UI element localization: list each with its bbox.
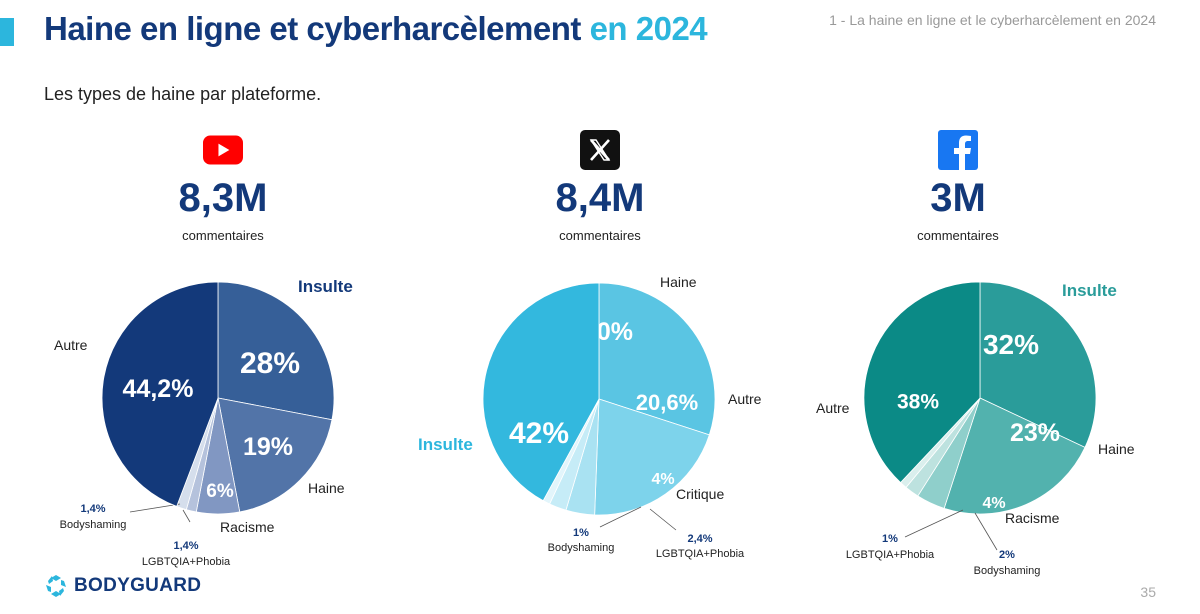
leader-line: [129, 503, 181, 513]
comment-unit: commentaires: [917, 228, 999, 243]
slice-category-label: Critique: [676, 486, 724, 502]
pie-slice: [101, 281, 219, 507]
platform-x: 8,4M commentaires: [460, 130, 740, 243]
accent-bar: [0, 18, 14, 46]
slice-category-label: Autre: [728, 391, 762, 407]
slice-value-label: 1%: [882, 533, 898, 545]
slice-value-label: 38%: [897, 391, 939, 414]
slice-category-label: Haine: [660, 274, 697, 290]
pie-slice: [217, 397, 333, 513]
slice-category-label: LGBTQIA+Phobia: [846, 549, 935, 561]
slice-value-label: 28%: [240, 347, 300, 380]
comment-count: 3M: [930, 176, 986, 220]
slice-value-label: 1,4%: [80, 503, 105, 515]
pie-slice: [979, 281, 1097, 448]
facebook-icon: [938, 130, 978, 170]
slice-category-label: Racisme: [220, 519, 275, 535]
platform-youtube: 8,3M commentaires: [83, 130, 363, 243]
slice-category-label: Bodyshaming: [60, 519, 127, 531]
leader-line: [649, 508, 677, 531]
page-title: Haine en ligne et cyberharcèlement en 20…: [44, 10, 708, 47]
comment-count: 8,4M: [555, 176, 645, 220]
slice-category-label: LGBTQIA+Phobia: [142, 556, 231, 568]
pie-slice: [943, 397, 1086, 515]
slice-value-label: 4%: [982, 495, 1005, 512]
slice-category-label: Insulte: [1062, 281, 1117, 300]
pie-slice: [863, 281, 981, 484]
leader-line: [904, 509, 964, 538]
slice-value-label: 6%: [206, 481, 234, 502]
comment-count: 8,3M: [178, 176, 268, 220]
slice-value-label: 2,4%: [687, 533, 712, 545]
pie-slice: [594, 398, 710, 516]
pie-slice: [217, 281, 335, 421]
slice-category-label: LGBTQIA+Phobia: [656, 548, 745, 560]
pie-slice: [598, 282, 716, 436]
chapter-label: 1 - La haine en ligne et le cyberharcèle…: [829, 12, 1156, 28]
comment-unit: commentaires: [182, 228, 264, 243]
slice-category-label: Bodyshaming: [548, 542, 615, 554]
platform-facebook: 3M commentaires: [818, 130, 1098, 243]
bodyguard-logo: BODYGUARD: [44, 574, 201, 598]
slice-value-label: 44,2%: [123, 375, 194, 403]
slice-value-label: 20,6%: [636, 390, 698, 415]
slice-category-label: Insulte: [298, 277, 353, 296]
slice-category-label: Insulte: [418, 435, 473, 454]
slice-category-label: Racisme: [1005, 510, 1060, 526]
slice-value-label: 4%: [651, 471, 674, 488]
slice-value-label: 32%: [983, 329, 1039, 360]
page-subtitle: Les types de haine par plateforme.: [44, 84, 322, 104]
slice-value-label: 19%: [243, 433, 293, 461]
leader-line: [974, 512, 998, 551]
slice-value-label: 23%: [1010, 419, 1060, 447]
slice-value-label: 42%: [509, 417, 569, 450]
slice-value-label: 1,4%: [173, 540, 198, 552]
comment-unit: commentaires: [559, 228, 641, 243]
slice-value-label: 2%: [999, 549, 1015, 561]
slice-category-label: Autre: [54, 337, 88, 353]
slice-category-label: Haine: [1098, 441, 1135, 457]
x-icon: [580, 130, 620, 170]
brand-name: BODYGUARD: [74, 575, 202, 596]
slice-category-label: Bodyshaming: [974, 565, 1041, 577]
bodyguard-logo-icon: [46, 575, 66, 597]
leader-line: [599, 506, 642, 528]
slice-value-label: 1%: [573, 527, 589, 539]
slice-category-label: Haine: [308, 480, 345, 496]
page-number: 35: [1140, 584, 1156, 600]
pie-slice: [482, 282, 600, 502]
leader-line: [182, 509, 191, 523]
slice-category-label: Autre: [816, 400, 850, 416]
youtube-icon: [203, 130, 243, 170]
